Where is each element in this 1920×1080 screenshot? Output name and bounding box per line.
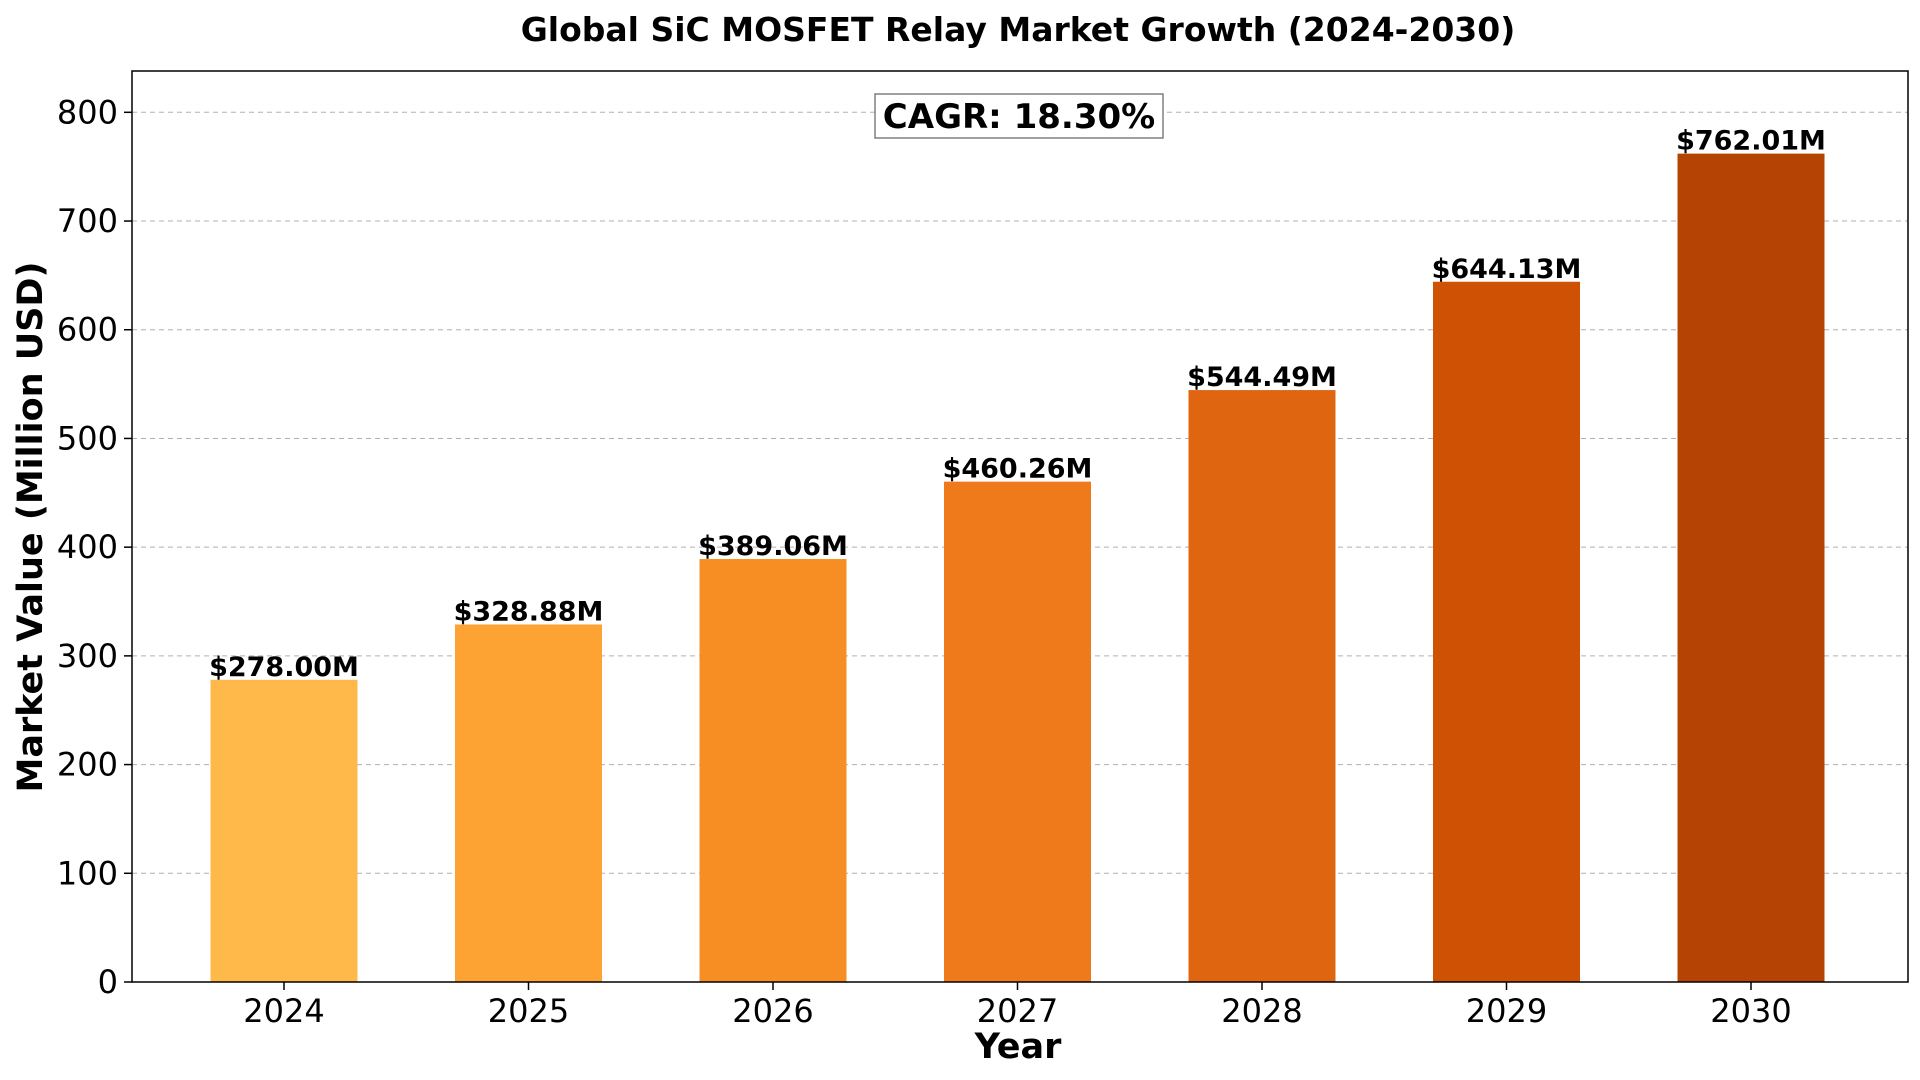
y-tick-label: 700 [57, 202, 118, 240]
bar-value-label: $544.49M [1187, 362, 1337, 393]
x-tick-label: 2029 [1466, 992, 1547, 1030]
y-tick-label: 800 [57, 93, 118, 131]
bar [944, 481, 1091, 982]
x-tick-label: 2026 [732, 992, 813, 1030]
y-tick-label: 0 [98, 963, 118, 1001]
x-axis-title: Year [974, 1027, 1062, 1067]
x-tick-label: 2030 [1710, 992, 1791, 1030]
bar-value-label: $644.13M [1432, 254, 1582, 285]
bar [1433, 281, 1580, 982]
cagr-annotation-box [874, 93, 1164, 139]
x-tick-label: 2027 [977, 992, 1058, 1030]
cagr-annotation: CAGR: 18.30% [874, 93, 1164, 139]
x-tick-label: 2024 [243, 992, 324, 1030]
bar-value-label: $460.26M [943, 454, 1093, 485]
value-labels: $278.00M $328.88M $389.06M $460.26M $544.49M… [209, 126, 1826, 683]
y-tick-label: 300 [57, 637, 118, 675]
x-tick-label: 2025 [488, 992, 569, 1030]
bar [455, 624, 602, 982]
bar [1677, 153, 1825, 983]
bars [210, 153, 1825, 983]
bar [210, 679, 358, 982]
y-axis-title: Market Value (Million USD) [11, 262, 51, 793]
x-tick-label: 2028 [1221, 992, 1302, 1030]
bar [699, 559, 847, 982]
y-tick-label: 600 [57, 311, 118, 349]
y-tick-label: 100 [57, 854, 118, 892]
y-tick-label: 500 [57, 419, 118, 457]
bar-value-label: $278.00M [209, 652, 359, 683]
chart-title: Global SiC MOSFET Relay Market Growth (2… [521, 10, 1516, 49]
y-tick-label: 400 [57, 528, 118, 566]
y-tick-label: 200 [57, 746, 118, 784]
grid-lines [132, 111, 1908, 874]
bar-value-label: $328.88M [454, 596, 604, 627]
axis-ticks: 0 100 200 300 400 500 600 700 800 2024 2025 2026 202… [57, 93, 1792, 1030]
bar [1188, 390, 1336, 982]
bar-value-label: $389.06M [698, 531, 848, 562]
plot-area-frame [131, 70, 1909, 983]
bar-value-label: $762.01M [1676, 126, 1826, 157]
cagr-annotation-text: CAGR: 18.30% [883, 97, 1155, 137]
